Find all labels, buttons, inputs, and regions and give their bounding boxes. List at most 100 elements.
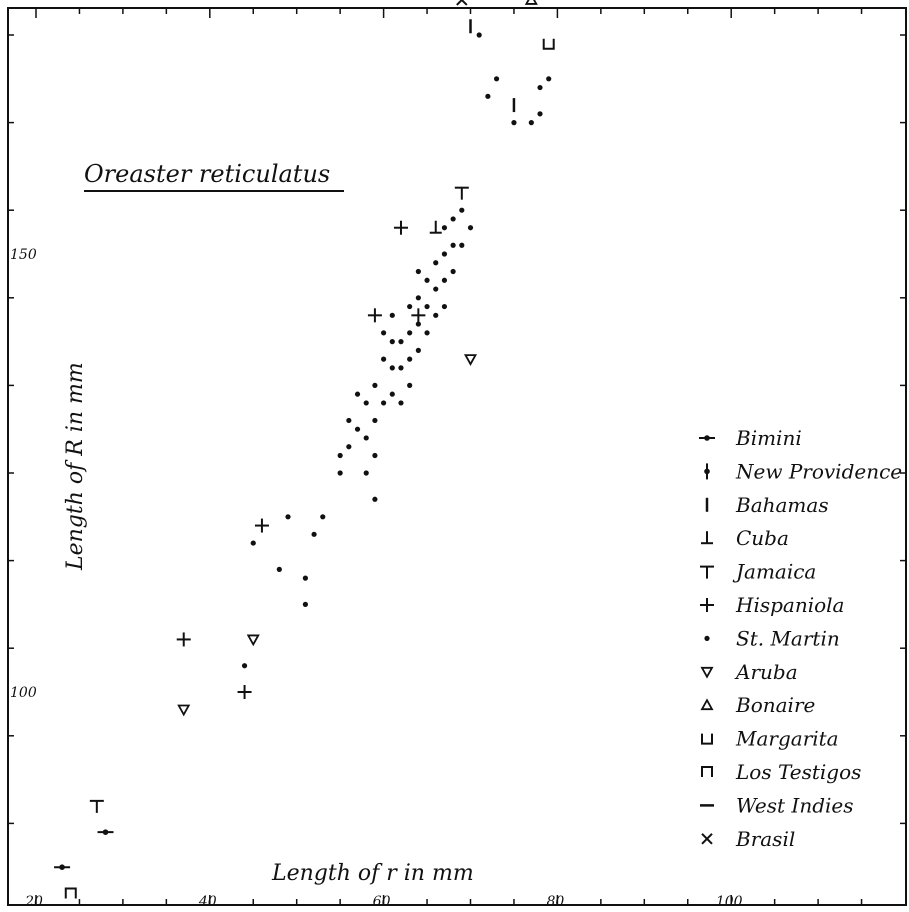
point-aruba — [177, 704, 191, 717]
point-stmartin — [415, 268, 421, 275]
point-stmartin — [337, 452, 343, 459]
legend-item-testigos: Los Testigos — [701, 760, 861, 784]
point-stmartin — [459, 242, 465, 248]
plot-frame — [7, 7, 907, 906]
point-stmartin — [389, 312, 395, 318]
plot-border — [7, 7, 907, 906]
legend-item-cuba: Cuba — [701, 526, 789, 550]
point-hispaniola — [176, 632, 191, 647]
point-stmartin — [302, 575, 308, 581]
legend-marker-bimini — [699, 435, 715, 441]
point-stmartin — [363, 470, 369, 476]
point-hispaniola — [393, 220, 408, 235]
point-stmartin — [398, 339, 404, 345]
legend-label: Bimini — [735, 426, 802, 450]
point-jamaica — [454, 186, 469, 200]
legend-item-bonaire: Bonaire — [700, 693, 815, 717]
point-stmartin — [511, 120, 517, 126]
legend-label: Jamaica — [732, 560, 816, 584]
series-margarita — [542, 38, 555, 50]
point-stmartin — [537, 84, 543, 91]
point-stmartin — [407, 356, 413, 362]
legend-item-brasil: Brasil — [701, 827, 795, 851]
legend-marker-jamaica — [700, 565, 714, 579]
point-hispaniola — [254, 518, 269, 533]
point-brasil — [456, 0, 468, 6]
series-brasil — [456, 0, 468, 6]
series-bahamas — [469, 19, 516, 113]
point-hispaniola — [367, 308, 382, 323]
point-stmartin — [407, 330, 413, 336]
legend-label: New Providence — [735, 459, 902, 483]
point-stmartin — [433, 312, 439, 318]
legend-item-bahamas: Bahamas — [705, 493, 829, 517]
y-tick-labels: 250200150100 — [10, 247, 37, 701]
legend-label: Los Testigos — [735, 760, 861, 784]
point-stmartin — [528, 120, 534, 126]
point-stmartin — [285, 514, 291, 520]
series-hispaniola — [176, 220, 426, 699]
point-stmartin — [537, 111, 543, 117]
legend-label: Cuba — [736, 526, 789, 550]
point-stmartin — [241, 663, 248, 669]
legend-marker-brasil — [701, 833, 713, 845]
point-stmartin — [363, 435, 369, 441]
legend-item-jamaica: Jamaica — [700, 560, 816, 584]
point-stmartin — [441, 303, 448, 310]
x-tick-label: 60 — [373, 894, 391, 910]
legend-item-aruba: Aruba — [700, 660, 798, 684]
point-stmartin — [546, 76, 552, 82]
legend-label: West Indies — [736, 793, 854, 817]
x-axis-label: Length of r in mm — [271, 861, 474, 886]
point-stmartin — [459, 207, 465, 213]
point-bonaire — [524, 0, 538, 5]
point-stmartin — [381, 330, 387, 336]
legend-item-newprov: New Providence — [704, 459, 902, 483]
point-stmartin — [398, 365, 404, 371]
legend-marker-margarita — [701, 733, 713, 745]
x-tick-labels: 20 40 60 80 100 — [24, 894, 743, 910]
legend-label: Hispaniola — [735, 593, 844, 617]
legend-marker-hispaniola — [700, 598, 714, 612]
legend-marker-newprov — [704, 463, 710, 480]
y-tick-label: 150 — [10, 247, 37, 263]
point-margarita — [542, 38, 555, 50]
x-tick-label: 80 — [546, 894, 564, 910]
point-stmartin — [450, 268, 456, 275]
legend-marker-testigos — [701, 766, 713, 777]
point-bimini — [97, 829, 114, 835]
point-stmartin — [407, 303, 413, 310]
point-stmartin — [302, 601, 308, 608]
point-stmartin — [424, 330, 430, 336]
legend-label: Margarita — [735, 727, 839, 751]
data-points — [54, 0, 555, 899]
point-jamaica — [89, 799, 104, 813]
point-stmartin — [372, 452, 378, 459]
point-stmartin — [493, 76, 500, 82]
point-stmartin — [476, 32, 482, 38]
legend-item-bimini: Bimini — [699, 426, 802, 450]
point-stmartin — [337, 470, 343, 476]
point-aruba — [463, 354, 478, 366]
legend-item-westindies: West Indies — [700, 793, 854, 817]
point-stmartin — [354, 426, 361, 432]
point-stmartin — [415, 321, 421, 327]
point-stmartin — [450, 242, 456, 248]
legend-item-margarita: Margarita — [701, 727, 839, 751]
point-stmartin — [441, 277, 448, 283]
legend-label: Bahamas — [735, 493, 829, 517]
legend-label: St. Martin — [736, 626, 840, 650]
legend-label: Brasil — [735, 827, 795, 851]
legend-label: Bonaire — [735, 693, 815, 717]
point-stmartin — [389, 365, 395, 371]
legend: Bimini New Providence Bahamas Cuba Jamaica Hi… — [699, 426, 902, 851]
chart-title: Oreaster reticulatus — [84, 160, 330, 188]
series-bimini — [54, 829, 114, 870]
point-stmartin — [381, 356, 387, 362]
point-testigos — [64, 887, 77, 899]
legend-item-stmartin: St. Martin — [704, 626, 840, 650]
point-hispaniola — [237, 685, 252, 699]
y-tick-label: 100 — [10, 685, 37, 701]
legend-marker-aruba — [700, 666, 714, 679]
